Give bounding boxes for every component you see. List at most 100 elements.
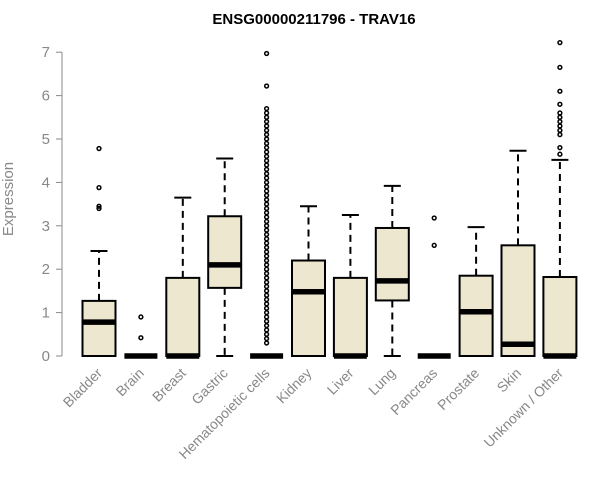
outlier-point — [263, 153, 270, 160]
y-tick-label: 5 — [42, 131, 50, 148]
outlier-point — [263, 218, 270, 225]
x-tick-label: Unknown / Other — [480, 365, 566, 451]
outlier-point — [263, 140, 270, 146]
outlier-point — [263, 214, 270, 220]
outlier-point — [263, 179, 270, 186]
outlier-point — [431, 215, 437, 221]
y-tick-label: 7 — [42, 44, 50, 61]
outlier-point — [263, 279, 270, 285]
outlier-point — [96, 184, 102, 191]
y-tick-label: 4 — [42, 174, 50, 191]
x-tick-label: Brain — [113, 365, 147, 399]
box — [165, 276, 201, 358]
x-tick-label: Pancreas — [387, 365, 440, 418]
outlier-point — [263, 305, 270, 311]
outlier-point — [263, 171, 270, 177]
outlier-point — [96, 203, 102, 209]
outlier-point — [263, 118, 270, 125]
x-tick-label: Bladder — [60, 365, 106, 411]
x-tick-label: Liver — [324, 365, 357, 398]
x-tick-label: Prostate — [434, 365, 482, 413]
outlier-point — [557, 132, 563, 138]
x-tick-label: Skin — [494, 365, 525, 396]
outlier-point — [557, 118, 563, 125]
outlier-point — [263, 158, 270, 164]
outlier-point — [263, 231, 270, 238]
outlier-point — [263, 288, 270, 294]
box — [500, 244, 536, 357]
outlier-point — [263, 132, 270, 138]
outlier-point — [263, 322, 270, 329]
outlier-point — [263, 314, 270, 320]
outlier-point — [96, 145, 102, 152]
outlier-point — [557, 64, 563, 71]
x-tick-label: Breast — [149, 365, 189, 405]
outlier-point — [263, 296, 270, 303]
outlier-point — [557, 127, 563, 133]
y-axis-label: Expression — [0, 162, 17, 236]
y-tick-label: 6 — [42, 88, 50, 105]
box — [291, 259, 326, 357]
outlier-point — [263, 331, 270, 337]
outlier-point — [263, 283, 270, 290]
outlier-point — [263, 262, 270, 268]
box — [458, 274, 494, 357]
outlier-point — [263, 292, 270, 298]
outlier-point — [431, 242, 437, 248]
outlier-point — [263, 244, 270, 251]
outlier-point — [263, 201, 270, 207]
outlier-point — [263, 309, 270, 316]
outlier-point — [263, 249, 270, 255]
outlier-point — [263, 123, 270, 129]
outlier-point — [557, 101, 563, 107]
outlier-point — [263, 192, 270, 199]
x-tick-label: Kidney — [273, 365, 315, 407]
outlier-point — [263, 266, 270, 272]
outlier-point — [263, 257, 270, 264]
outlier-point — [263, 253, 270, 259]
outlier-point — [263, 301, 270, 307]
outlier-point — [263, 210, 270, 216]
outlier-point — [557, 88, 563, 94]
chart-title: ENSG00000211796 - TRAV16 — [212, 11, 415, 28]
outlier-point — [263, 335, 270, 342]
box — [207, 215, 243, 289]
outlier-point — [263, 270, 270, 277]
outlier-point — [138, 314, 144, 320]
outlier-point — [557, 114, 563, 120]
outlier-point — [263, 188, 270, 194]
outlier-point — [263, 318, 270, 324]
outlier-point — [263, 149, 270, 155]
outlier-point — [557, 40, 563, 46]
y-tick-label: 1 — [42, 305, 50, 322]
outlier-point — [263, 162, 270, 168]
outlier-point — [263, 205, 270, 212]
outlier-point — [263, 110, 270, 116]
box — [332, 276, 368, 358]
outlier-point — [557, 145, 563, 151]
outlier-point — [263, 105, 270, 112]
outlier-point — [263, 145, 270, 151]
y-tick-label: 2 — [42, 261, 50, 278]
outlier-point — [263, 136, 270, 142]
outlier-point — [263, 175, 270, 181]
outlier-point — [263, 340, 270, 346]
outlier-point — [557, 151, 563, 157]
outlier-point — [263, 223, 270, 229]
outlier-point — [263, 236, 270, 242]
outlier-point — [263, 50, 270, 57]
outlier-point — [557, 110, 563, 116]
outlier-point — [263, 240, 270, 246]
outlier-point — [138, 335, 144, 341]
outlier-point — [263, 184, 270, 190]
outlier-point — [263, 114, 270, 120]
outlier-point — [263, 83, 270, 89]
outlier-point — [96, 205, 102, 212]
y-tick-label: 0 — [42, 348, 50, 365]
box — [542, 276, 578, 357]
outlier-point — [263, 166, 270, 173]
outlier-point — [263, 227, 270, 233]
outlier-point — [557, 123, 563, 129]
